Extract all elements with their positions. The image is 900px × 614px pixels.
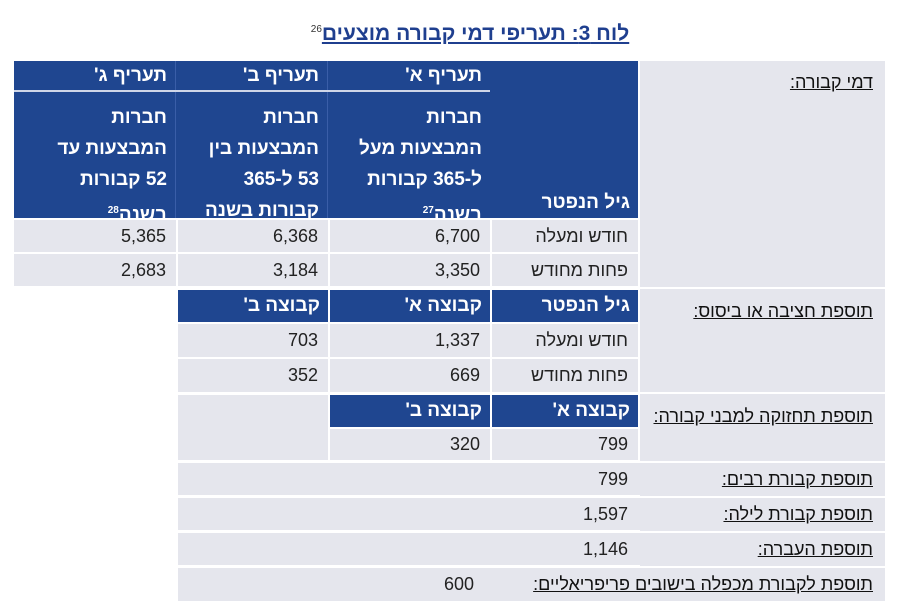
value-cell: 799 xyxy=(492,429,638,460)
age-header: גיל הנפטר xyxy=(541,192,630,213)
age-cell: חודש ומעלה xyxy=(492,324,638,357)
value-cell: 1,146 xyxy=(582,538,628,559)
value-cell: 320 xyxy=(330,429,490,460)
age-cell: פחות מחודש xyxy=(492,359,638,392)
divider xyxy=(640,287,885,289)
divider xyxy=(178,461,885,463)
age-cell: פחות מחודש xyxy=(492,254,638,286)
divider xyxy=(178,531,885,533)
value-cell: 703 xyxy=(178,324,328,357)
value-cell: 799 xyxy=(597,468,628,489)
value-cell: 600 xyxy=(443,574,474,594)
tariff-a-description: חברות המבצעות מעל ל-365 קבורות בשנה27 xyxy=(330,92,490,225)
row-bg xyxy=(178,463,640,495)
section1-label: דמי קבורה: xyxy=(789,72,873,92)
age-header: גיל הנפטר xyxy=(492,290,638,322)
value-cell: 352 xyxy=(178,359,328,392)
group-b-header: קבוצה ב' xyxy=(178,290,328,322)
tariff-b-header: תעריף ב' xyxy=(178,61,328,90)
section3-label: תוספת תחזוקה למבני קבורה: xyxy=(653,406,874,426)
value-cell: 1,597 xyxy=(582,503,628,524)
extra-label: תוספת קבורת לילה: xyxy=(723,504,873,524)
value-cell: 5,365 xyxy=(14,220,176,252)
tariff-b-description: חברות המבצעות בין 53 ל-365 קבורות בשנה xyxy=(178,92,328,221)
divider xyxy=(178,566,885,568)
tariff-c-description: חברות המבצעות עד 52 קבורות בשנה28 xyxy=(14,92,176,225)
row-bg xyxy=(178,498,640,530)
row-bg xyxy=(178,568,885,601)
extra-label: תוספת קבורת רבים: xyxy=(721,469,873,489)
divider xyxy=(640,392,885,394)
row-bg xyxy=(178,533,640,565)
value-cell: 3,350 xyxy=(330,254,490,286)
value-cell: 3,184 xyxy=(178,254,328,286)
table-title: לוח 3: תעריפי דמי קבורה מוצעים26 xyxy=(310,22,630,45)
section2-label: תוספת חציבה או ביסוס: xyxy=(693,301,873,321)
value-cell: 2,683 xyxy=(14,254,176,286)
divider xyxy=(178,496,885,498)
value-cell: 6,700 xyxy=(330,220,490,252)
age-cell: חודש ומעלה xyxy=(492,220,638,252)
row-bg xyxy=(178,395,328,460)
extra-label: תוספת העברה: xyxy=(757,539,873,559)
group-a-header: קבוצה א' xyxy=(492,395,638,427)
group-b-header: קבוצה ב' xyxy=(330,395,490,427)
extra-label: תוספת לקבורת מכפלה בישובים פריפריאליים: xyxy=(533,574,873,594)
tariff-a-header: תעריף א' xyxy=(330,61,490,90)
value-cell: 6,368 xyxy=(178,220,328,252)
header-divider xyxy=(14,90,490,92)
value-cell: 1,337 xyxy=(330,324,490,357)
group-a-header: קבוצה א' xyxy=(330,290,490,322)
value-cell: 669 xyxy=(330,359,490,392)
label-column xyxy=(640,61,885,601)
tariff-c-header: תעריף ג' xyxy=(14,61,176,90)
